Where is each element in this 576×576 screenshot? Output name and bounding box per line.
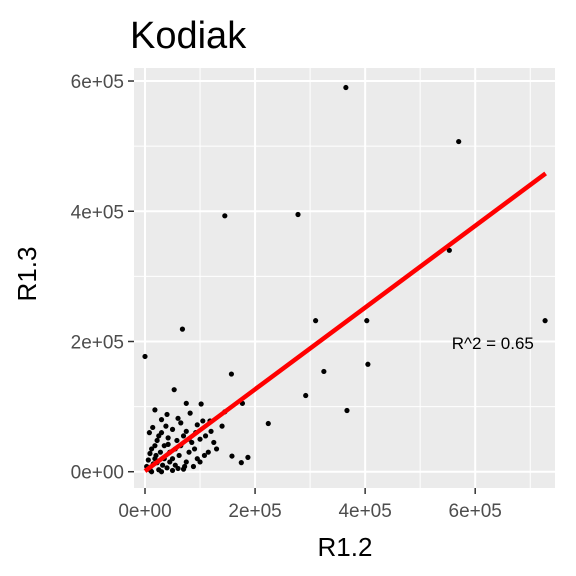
data-point — [156, 433, 162, 439]
x-tick-label: 6e+05 — [449, 501, 502, 522]
data-point — [145, 457, 151, 463]
data-point — [150, 424, 156, 431]
data-point — [158, 469, 165, 475]
data-point — [149, 469, 155, 475]
data-point — [205, 449, 211, 455]
data-point — [163, 423, 169, 429]
data-point — [165, 441, 171, 447]
y-tick-label: 4e+05 — [71, 202, 124, 223]
data-point — [147, 450, 153, 457]
data-point — [176, 452, 182, 459]
data-point — [175, 415, 181, 421]
data-point — [191, 446, 198, 452]
chart-title: Kodiak — [130, 15, 247, 57]
data-point — [167, 459, 173, 465]
data-point — [142, 353, 148, 360]
data-point — [158, 417, 165, 423]
data-point — [146, 430, 153, 436]
data-point — [175, 465, 181, 472]
data-point — [364, 318, 370, 324]
data-point — [178, 420, 184, 426]
x-axis: 0e+00 2e+05 4e+05 6e+05 — [118, 488, 502, 522]
data-point — [154, 437, 160, 444]
data-point — [165, 435, 171, 441]
data-point — [169, 467, 176, 474]
y-axis: 0e+00 2e+05 4e+05 6e+05 — [71, 72, 134, 484]
data-point — [160, 462, 166, 468]
data-point — [187, 410, 193, 416]
data-point — [152, 407, 158, 413]
data-point — [343, 84, 349, 91]
data-point — [265, 420, 271, 427]
data-point — [542, 318, 548, 324]
plot-panel — [134, 68, 555, 488]
y-tick-label: 2e+05 — [71, 332, 124, 353]
data-point — [200, 418, 206, 424]
r-squared-annotation: R^2 = 0.65 — [452, 334, 534, 353]
y-tick-label: 0e+00 — [71, 463, 124, 484]
data-point — [180, 433, 187, 439]
data-point — [365, 361, 371, 367]
data-point — [313, 318, 319, 324]
grid-lines — [134, 68, 555, 488]
data-point — [164, 411, 170, 418]
data-point — [174, 437, 180, 444]
data-point — [197, 459, 203, 465]
data-point — [198, 401, 204, 407]
data-point — [164, 465, 170, 471]
x-axis-title: R1.2 — [318, 532, 373, 562]
data-point — [202, 433, 209, 439]
data-point — [169, 426, 176, 432]
data-point — [183, 459, 189, 465]
x-tick-label: 4e+05 — [338, 501, 391, 522]
data-point — [186, 449, 192, 455]
y-tick-label: 6e+05 — [71, 72, 124, 93]
data-point — [446, 247, 452, 253]
data-point — [201, 452, 208, 459]
data-point — [171, 387, 177, 393]
data-point — [197, 436, 203, 442]
data-point — [219, 423, 225, 429]
regression-line — [143, 171, 547, 473]
data-point — [194, 422, 200, 428]
data-point — [180, 466, 187, 472]
data-point — [344, 407, 350, 414]
data-point — [157, 449, 164, 455]
data-point — [208, 428, 214, 434]
data-point — [456, 138, 462, 145]
data-point — [303, 392, 309, 399]
data-point — [213, 446, 220, 452]
x-tick-label: 0e+00 — [118, 501, 171, 522]
data-point — [229, 453, 235, 459]
data-point — [179, 326, 186, 332]
data-point — [228, 371, 235, 377]
data-point — [152, 443, 158, 449]
data-point — [321, 368, 327, 375]
data-point — [211, 439, 217, 446]
data-point — [183, 428, 189, 434]
data-point — [190, 463, 197, 470]
data-point — [238, 460, 244, 466]
data-point — [295, 211, 301, 218]
data-point — [183, 400, 189, 406]
data-point — [222, 213, 228, 219]
data-point — [245, 454, 251, 460]
y-axis-title: R1.3 — [12, 247, 42, 302]
x-tick-label: 2e+05 — [228, 501, 281, 522]
data-point — [149, 446, 155, 452]
